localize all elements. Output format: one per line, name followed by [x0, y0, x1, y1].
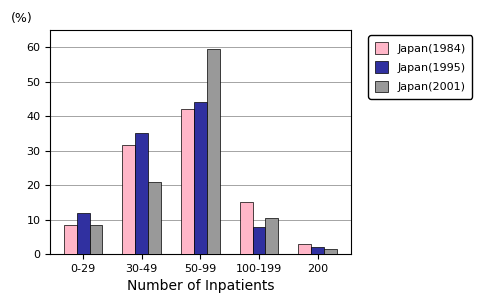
- Bar: [253, 227, 266, 254]
- Bar: [90, 225, 103, 254]
- Bar: [324, 249, 337, 254]
- Bar: [64, 225, 77, 254]
- Bar: [298, 244, 311, 254]
- Bar: [77, 213, 90, 254]
- Text: (%): (%): [11, 13, 33, 25]
- Bar: [311, 247, 324, 254]
- Bar: [207, 49, 220, 254]
- Bar: [135, 133, 148, 254]
- Bar: [194, 102, 207, 254]
- X-axis label: Number of Inpatients: Number of Inpatients: [127, 280, 274, 293]
- Bar: [181, 109, 194, 254]
- Bar: [122, 146, 135, 254]
- Bar: [266, 218, 279, 254]
- Bar: [239, 202, 253, 254]
- Legend: Japan(1984), Japan(1995), Japan(2001): Japan(1984), Japan(1995), Japan(2001): [368, 36, 472, 99]
- Bar: [148, 182, 161, 254]
